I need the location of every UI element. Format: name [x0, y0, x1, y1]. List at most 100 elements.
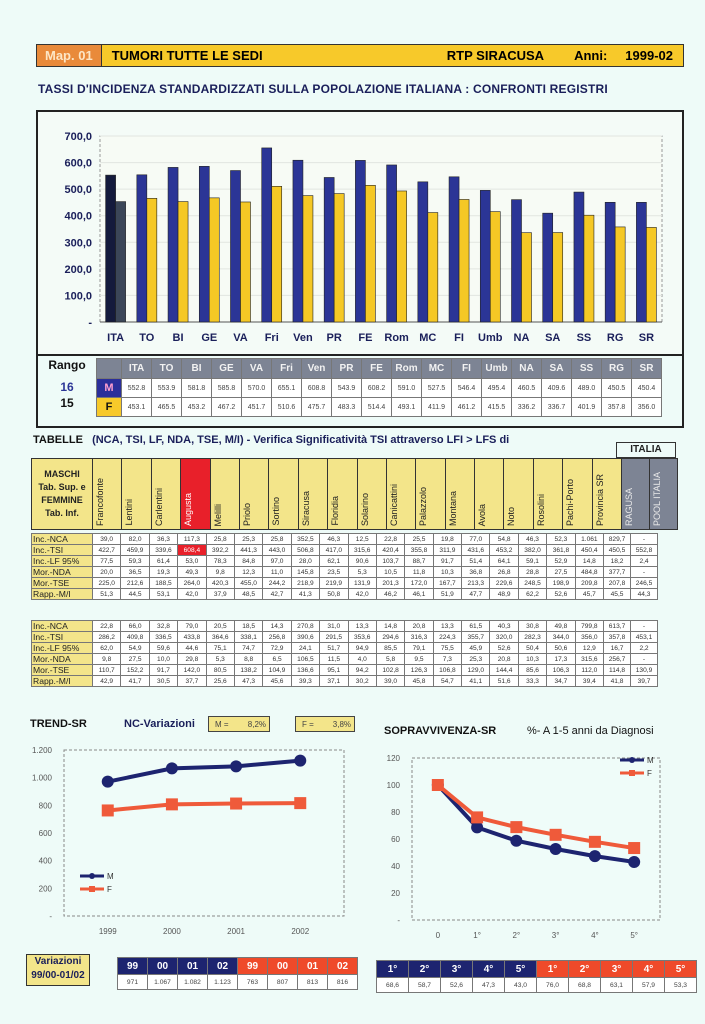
x-tick-label: GE — [201, 332, 217, 344]
column-header: Priolo — [238, 458, 270, 530]
table-cell: 2,2 — [630, 642, 659, 654]
column-header: Lentini — [121, 458, 152, 530]
chart-subtitle: TASSI D'INCIDENZA STANDARDIZZATI SULLA P… — [38, 82, 608, 96]
column-header-label: Provincia SR — [594, 473, 605, 526]
bar-m-to — [136, 174, 148, 323]
table-cell: 34,7 — [546, 675, 576, 687]
row-label: Inc.-TSI — [31, 631, 93, 643]
table-cell: 36,3 — [148, 533, 179, 545]
m-variation-label: M = — [215, 719, 229, 729]
y-tick-label: - — [49, 912, 52, 921]
table-cell: 420,3 — [205, 577, 235, 589]
table-cell: 14,8 — [375, 620, 406, 632]
table-cell: 212,6 — [120, 577, 150, 589]
y-tick-label: 100,0 — [64, 290, 92, 302]
table-cell: - — [630, 620, 659, 632]
table-cell: 46,3 — [517, 533, 548, 545]
table-cell: 11,5 — [319, 653, 349, 665]
table-cell: 32,8 — [148, 620, 179, 632]
table-cell: 382,0 — [517, 544, 548, 556]
table-cell: 46,1 — [404, 588, 434, 600]
column-header-label: Siracusa — [300, 490, 311, 526]
table-cell: 26,8 — [489, 566, 519, 578]
variazioni-m-header: 00 — [147, 957, 178, 975]
males-row: Inc.-NCA 39,0 82,0 36,3 117,3 25,8 25,3 25,8 352… — [31, 533, 659, 545]
table-cell: 431,6 — [461, 544, 491, 556]
table-cell: 453,2 — [489, 544, 519, 556]
y-tick-label: 1.000 — [32, 774, 53, 783]
table-cell: 131,9 — [347, 577, 377, 589]
rango-f-cell: 510.6 — [271, 397, 302, 417]
table-cell: 13,3 — [347, 620, 377, 632]
table-cell: 18,5 — [233, 620, 264, 632]
survival-f-header: 1° — [536, 960, 569, 978]
table-cell: 84,8 — [233, 555, 264, 567]
bar-f-ita — [115, 201, 126, 323]
survival-table: 1° 2° 3° 4° 5° 1° 2° 3° 4° 5° 68,6 58,7 52,6 47,3 43,0… — [376, 960, 697, 993]
table-cell: 95,1 — [319, 664, 349, 676]
males-table: Inc.-NCA 39,0 82,0 36,3 117,3 25,8 25,3 25,8 352… — [31, 533, 659, 600]
table-cell: 339,6 — [148, 544, 179, 556]
rango-header-cell: GE — [211, 358, 242, 379]
rango-m-cell: 527.5 — [421, 378, 452, 398]
rango-f-cell: 411.9 — [421, 397, 452, 417]
table-cell: 42,0 — [177, 588, 207, 600]
table-cell: 52,6 — [546, 588, 576, 600]
table-cell: 54,9 — [120, 642, 150, 654]
variazioni-f-header: 01 — [297, 957, 328, 975]
females-row: Inc.-TSI 286,2 409,8 336,5 433,8 364,6 338,1 25… — [31, 631, 659, 643]
survival-m-value: 52,6 — [440, 977, 473, 993]
variazioni-f-header: 00 — [267, 957, 298, 975]
y-tick-label: 100 — [387, 781, 401, 790]
table-cell: 286,2 — [91, 631, 122, 643]
table-cell: 441,3 — [233, 544, 264, 556]
table-cell: 94,9 — [347, 642, 377, 654]
table-cell: 213,3 — [461, 577, 491, 589]
table-cell: 30,8 — [517, 620, 548, 632]
table-cell: 130,9 — [630, 664, 659, 676]
bar-f-fi — [458, 199, 470, 323]
row-label: Mor.-NDA — [31, 653, 93, 665]
table-cell: 270,8 — [290, 620, 321, 632]
point-m — [165, 762, 178, 775]
rango-header-cell: SS — [571, 358, 602, 379]
table-cell: 450,4 — [574, 544, 605, 556]
table-cell: 44,5 — [120, 588, 150, 600]
table-cell: - — [630, 533, 659, 545]
x-tick-label: 4° — [591, 931, 599, 940]
bar-f-ven — [302, 195, 314, 323]
table-cell: 344,0 — [546, 631, 576, 643]
table-cell: - — [630, 653, 659, 665]
table-cell: 49,3 — [177, 566, 207, 578]
row-label: Mor.-TSE — [31, 664, 93, 676]
table-cell: 36,5 — [120, 566, 150, 578]
table-cell: 390,6 — [290, 631, 321, 643]
point-f — [628, 842, 641, 855]
bar-f-mc — [427, 212, 439, 323]
bar-chart: - 100,0 200,0 300,0 400,0 500,0 600,0 700,0 ITA T… — [64, 131, 663, 344]
variazioni-line-2: 99/00-01/02 — [31, 970, 85, 981]
table-cell: 41,8 — [603, 675, 632, 687]
table-cell: 484,8 — [574, 566, 605, 578]
table-cell: 112,0 — [574, 664, 605, 676]
rango-m-label: M — [96, 378, 122, 398]
table-cell: 356,0 — [574, 631, 605, 643]
table-cell: 219,9 — [319, 577, 349, 589]
point-f — [294, 797, 307, 810]
table-cell: 44,6 — [177, 642, 207, 654]
table-cell: 20,8 — [404, 620, 434, 632]
table-cell: 455,0 — [233, 577, 264, 589]
table-cell: 51,7 — [319, 642, 349, 654]
table-cell: 103,7 — [375, 555, 406, 567]
rango-f-cell: 336.7 — [541, 397, 572, 417]
table-cell: 28,0 — [290, 555, 321, 567]
table-cell: 28,8 — [517, 566, 548, 578]
table-cell: 7,3 — [432, 653, 463, 665]
survival-title: SOPRAVVIVENZA-SR — [384, 725, 497, 737]
point-m — [549, 842, 562, 855]
table-cell: 145,8 — [290, 566, 321, 578]
table-cell: 392,2 — [205, 544, 235, 556]
variazioni-m-value: 1.067 — [147, 974, 178, 990]
y-tick-label: 80 — [391, 808, 400, 817]
